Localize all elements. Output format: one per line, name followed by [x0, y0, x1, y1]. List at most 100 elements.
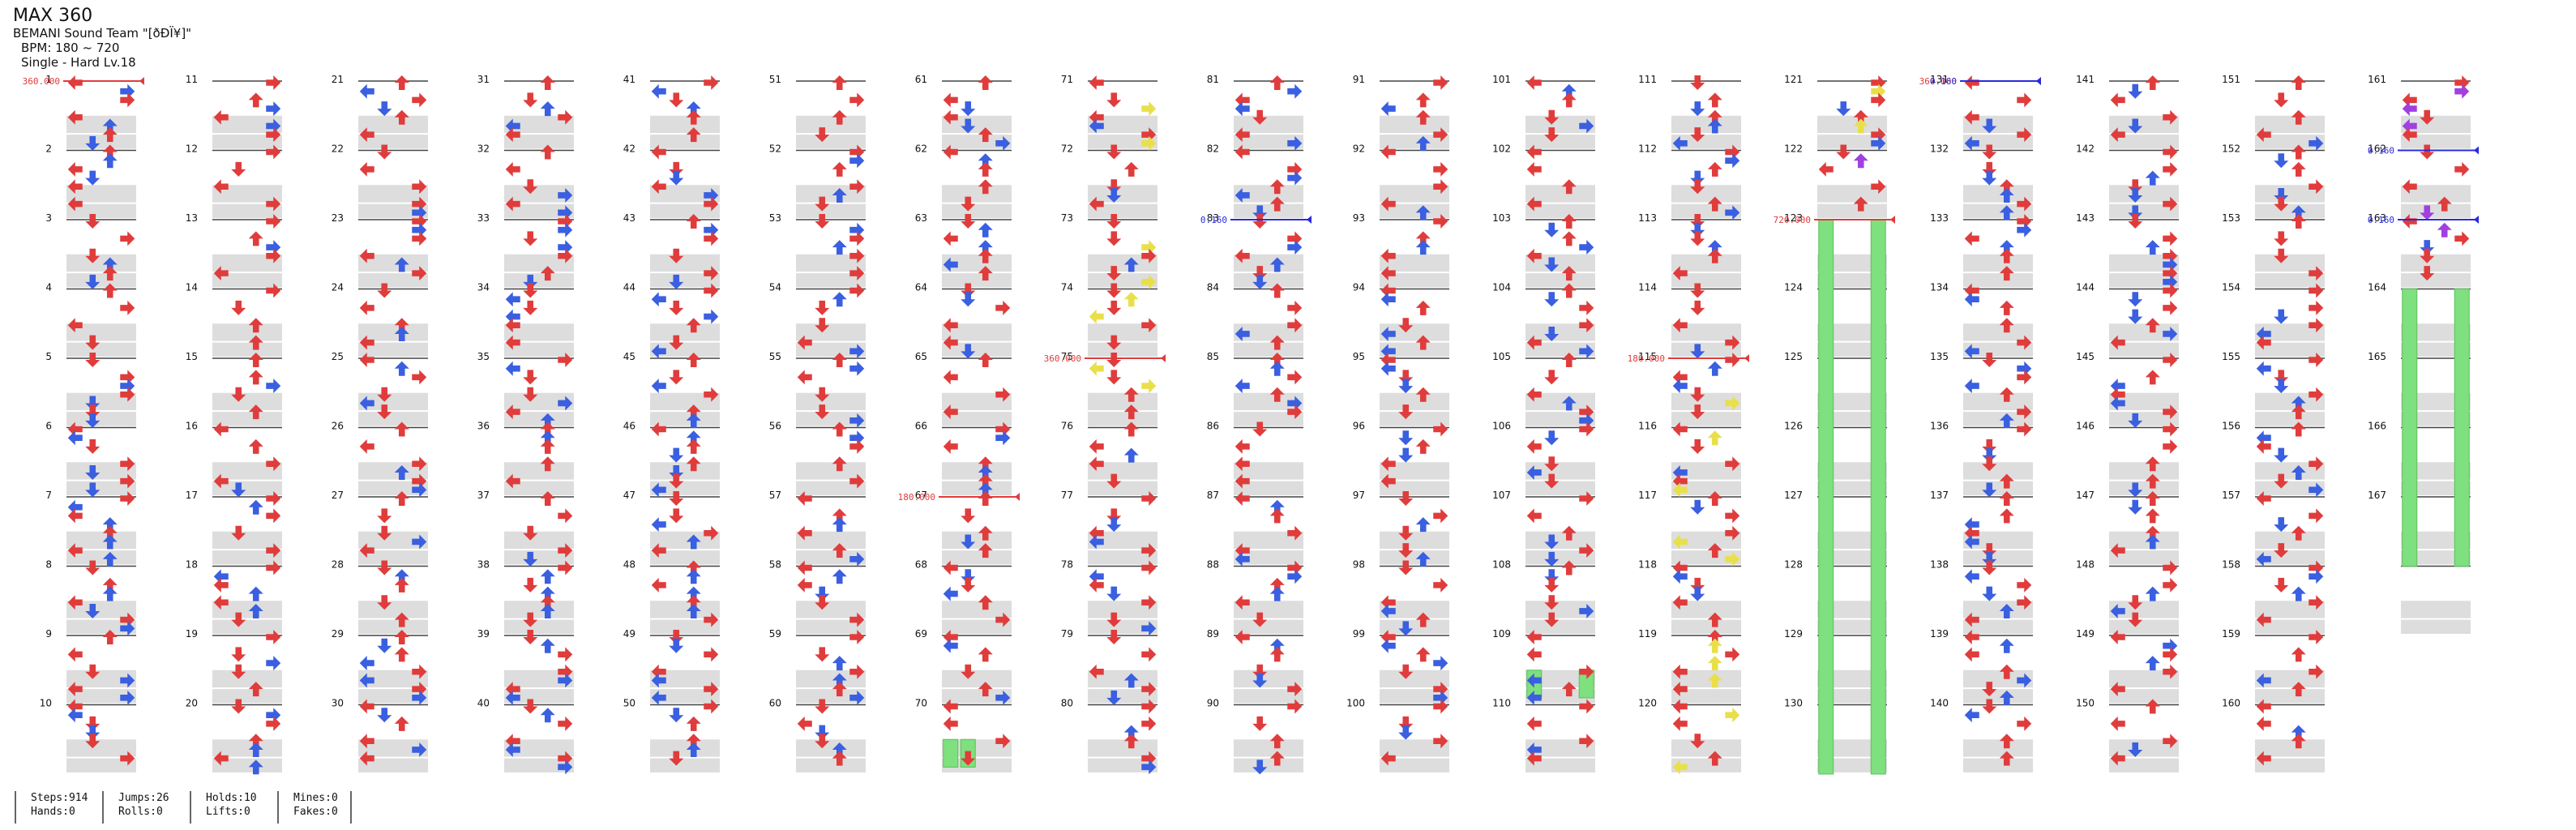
measure-shade: [2401, 481, 2471, 495]
measure-number: 47: [623, 490, 635, 501]
arrow-note: [978, 161, 993, 177]
measure-shade: [1963, 531, 2033, 550]
measure-shade: [1963, 462, 2033, 480]
arrow-note: [1106, 612, 1122, 627]
arrow-note: [2145, 508, 2160, 524]
measure-shade: [796, 203, 866, 218]
arrow-note: [2437, 196, 2452, 212]
measure-number: 101: [1492, 74, 1511, 85]
measure-shade: [66, 392, 136, 411]
arrow-note: [248, 404, 263, 420]
arrow-note: [669, 274, 684, 289]
arrow-note: [1526, 335, 1542, 350]
bpm-marker-label: 360.000: [1044, 353, 1081, 364]
arrow-note: [1964, 534, 1979, 550]
arrow-note: [2402, 214, 2417, 229]
arrow-note: [120, 751, 135, 766]
measure-number: 49: [623, 628, 635, 640]
arrow-note: [67, 109, 83, 125]
measure-shade: [1963, 689, 2033, 704]
arrow-note: [120, 83, 135, 99]
arrow-note: [1544, 569, 1560, 584]
measure-shade: [1234, 670, 1303, 688]
arrow-note: [978, 353, 993, 367]
arrow-note: [231, 699, 246, 714]
measure-shade: [504, 203, 574, 218]
arrow-note: [1526, 387, 1542, 402]
measure-shade: [942, 550, 1012, 565]
arrow-note: [102, 525, 118, 541]
arrow-note: [523, 577, 538, 593]
arrow-note: [85, 353, 101, 367]
measure-number: 136: [1930, 421, 1949, 432]
arrow-note: [394, 716, 409, 731]
measure-shade: [1817, 412, 1887, 426]
arrow-note: [394, 75, 409, 90]
arrow-note: [1141, 379, 1157, 394]
arrow-note: [1871, 179, 1886, 195]
arrow-note: [961, 214, 976, 229]
measure-shade: [942, 601, 1012, 618]
arrow-note: [359, 353, 374, 367]
arrow-note: [978, 682, 993, 697]
arrow-note: [1544, 370, 1560, 385]
arrow-note: [523, 630, 538, 644]
measure-number: 83: [1207, 212, 1219, 224]
arrow-note: [120, 673, 135, 688]
arrow-note: [1579, 543, 1594, 558]
measure-shade: [1380, 601, 1449, 618]
arrow-note: [2145, 656, 2160, 671]
arrow-note: [704, 647, 719, 662]
arrow-note: [1415, 647, 1431, 662]
arrow-note: [2128, 214, 2143, 229]
arrow-note: [961, 534, 976, 550]
arrow-note: [1982, 439, 1997, 454]
measure-shade: [1380, 619, 1449, 634]
arrow-note: [213, 266, 229, 281]
arrow-note: [2274, 309, 2289, 324]
arrow-note: [1398, 716, 1414, 731]
arrow-note: [1089, 439, 1104, 454]
stat-holds: Holds:10: [206, 792, 257, 804]
measure-shade: [1088, 758, 1157, 772]
measure-shade: [358, 254, 428, 272]
arrow-note: [1415, 300, 1431, 315]
arrow-note: [248, 742, 263, 757]
arrow-note: [2145, 456, 2160, 472]
arrow-note: [1433, 508, 1448, 524]
arrow-note: [248, 231, 263, 246]
arrow-note: [1544, 551, 1560, 567]
arrow-note: [961, 577, 976, 593]
measure-shade: [1088, 550, 1157, 565]
arrow-note: [1287, 83, 1303, 99]
arrow-note: [1380, 326, 1396, 341]
arrow-note: [2163, 577, 2178, 593]
song-title: MAX 360: [13, 6, 93, 26]
measure-number: 123: [1784, 212, 1803, 224]
arrow-note: [2291, 214, 2306, 229]
measure-number: 59: [769, 628, 781, 640]
measure-shade: [2109, 273, 2179, 288]
arrow-note: [943, 716, 958, 731]
measure-number: 87: [1207, 490, 1219, 501]
arrow-note: [1672, 759, 1688, 775]
measure-shade: [1380, 758, 1449, 772]
arrow-note: [2163, 231, 2178, 246]
measure-shade: [796, 392, 866, 411]
arrow-note: [1725, 144, 1740, 160]
measure-number: 120: [1638, 698, 1657, 709]
arrow-note: [943, 92, 958, 108]
arrow-note: [1141, 101, 1157, 117]
arrow-note: [412, 534, 427, 550]
arrow-note: [1672, 318, 1688, 333]
measure-shade: [1671, 412, 1741, 426]
bpm-marker-tick: [139, 77, 144, 85]
measure-shade: [1088, 273, 1157, 288]
measure-number: 52: [769, 143, 781, 155]
arrow-note: [266, 560, 281, 575]
arrow-note: [2128, 292, 2143, 307]
arrow-note: [2309, 595, 2324, 610]
arrow-note: [669, 248, 684, 263]
arrow-note: [1269, 387, 1285, 402]
arrow-note: [1141, 759, 1157, 775]
